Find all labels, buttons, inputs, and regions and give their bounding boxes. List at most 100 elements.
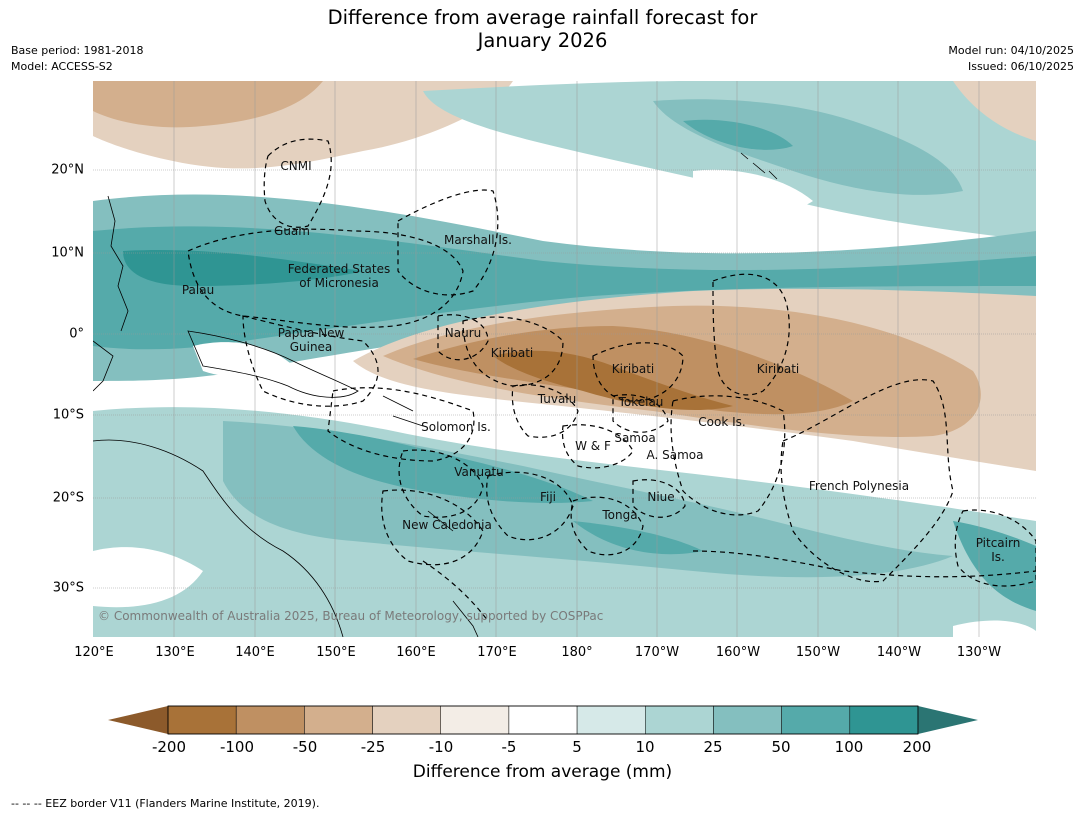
colorbar-segment-6 [576,705,646,735]
borneo-coast [93,340,114,392]
lon-label-160e: 160°E [396,645,436,660]
chart-title: Difference from average rainfall forecas… [0,6,1085,52]
field-dry-northwest-core [93,81,323,128]
place-guam: Guam [274,224,310,238]
field-wet-south-core-2 [573,521,703,555]
cb-label-7: 10 [635,738,655,756]
place-samoa: Samoa [614,431,656,445]
cb-label-3: -25 [360,738,386,756]
colorbar-extend-low [108,706,168,734]
field-neutral-south [93,547,203,608]
eez-tuvalu [511,384,579,438]
place-palau: Palau [181,283,215,297]
place-pitcairn-line-2: Is. [991,550,1005,564]
lat-label-20n: 20°N [51,162,84,178]
field-neutral-southeast [953,620,1036,637]
place-kiribati-central: Kiribati [611,362,655,376]
field-wet-southeast [953,521,1036,611]
lon-label-140e: 140°E [235,645,275,660]
base-period: Base period: 1981-2018 [11,44,144,57]
cb-label-11: 200 [902,738,932,756]
eez-kiribati-phoenix [592,342,684,402]
eez-png [242,315,379,407]
field-neutral-north [693,169,813,214]
hawaii-coast [740,152,778,180]
cb-label-1: -100 [219,738,255,756]
lon-label-150e: 150°E [316,645,356,660]
colorbar-segment-4 [440,705,510,735]
eez-new-caledonia [381,489,484,566]
place-french-polynesia: French Polynesia [808,479,910,493]
lon-label-130w: 130°W [956,645,1002,660]
lon-label-160w: 160°W [715,645,761,660]
cb-label-6: 5 [572,738,582,756]
lon-label-170w: 170°W [634,645,680,660]
colorbar-segment-0 [167,705,237,735]
cb-label-4: -10 [428,738,454,756]
lat-label-10n: 10°N [51,245,84,261]
lat-label-20s: 20°S [52,490,84,506]
place-pitcairn-line-1: Pitcairn [975,536,1021,550]
field-neutral-west [193,342,293,378]
field-wet-north-3 [683,119,793,150]
lon-label-170e: 170°E [477,645,517,660]
field-wet-itcz-core [123,250,363,286]
place-png-line-2: Guinea [289,340,333,354]
field-dry-northeast [953,81,1036,141]
eez-tokelau [612,394,669,433]
field-wet-south-core [293,426,593,503]
title-line-2: January 2026 [477,29,608,52]
colorbar-segment-1 [235,705,305,735]
place-tuvalu: Tuvalu [537,392,577,406]
place-kiribati-west: Kiribati [490,346,534,360]
place-fiji: Fiji [539,490,557,504]
eez-wallis-samoa [561,424,634,469]
meta-left: Base period: 1981-2018 Model: ACCESS-S2 [11,43,143,75]
colorbar [108,705,978,735]
lon-label-120e: 120°E [74,645,114,660]
model-run: Model run: 04/10/2025 [948,44,1074,57]
colorbar-extend-high [918,706,978,734]
lat-label-10s: 10°S [52,407,84,423]
place-wallis-futuna: W & F [575,439,611,453]
cb-label-10: 100 [834,738,864,756]
colorbar-segment-9 [781,705,851,735]
place-png-line-1: Papua New [277,326,345,340]
colorbar-segments [167,705,919,735]
eez-niue [632,479,686,518]
eez-kiribati-gilberts [462,316,564,387]
place-new-caledonia: New Caledonia [402,518,492,532]
place-cook-islands: Cook Is. [698,415,746,429]
field-wet-itcz-mid [93,226,1036,350]
eez-south-boundary [422,550,1036,622]
eez-cook [670,395,786,516]
lat-label-30s: 30°S [52,580,84,596]
cb-label-0: -200 [151,738,187,756]
model-name: Model: ACCESS-S2 [11,60,113,73]
eez-vanuatu [398,449,484,518]
title-line-1: Difference from average rainfall forecas… [327,6,758,29]
lat-label-0: 0° [69,326,84,342]
eez-fiji [486,471,574,541]
colorbar-title: Difference from average (mm) [412,762,673,782]
place-tokelau: Tokelau [618,395,664,409]
rainfall-map [93,81,1036,637]
eez-nauru [437,314,489,361]
cb-label-5: -5 [501,738,517,756]
solomons-coast [382,395,424,427]
place-cnmi: CNMI [280,159,312,173]
place-fsm-line-1: Federated States [287,262,391,276]
australia-coast [93,439,344,637]
lon-label-130e: 130°E [155,645,195,660]
lon-label-140w: 140°W [876,645,922,660]
colorbar-segment-10 [849,705,919,735]
eez-footnote: -- -- -- EEZ border V11 (Flanders Marine… [11,797,320,810]
colorbar-outline [167,705,919,735]
place-pitcairn: Pitcairn Is. [976,536,1021,564]
place-nauru: Nauru [444,326,482,340]
meta-right: Model run: 04/10/2025 Issued: 06/10/2025 [948,43,1074,75]
place-kiribati-east: Kiribati [756,362,800,376]
colorbar-segment-3 [372,705,441,735]
lon-label-180: 180° [561,645,593,660]
colorbar-segment-7 [645,705,714,735]
